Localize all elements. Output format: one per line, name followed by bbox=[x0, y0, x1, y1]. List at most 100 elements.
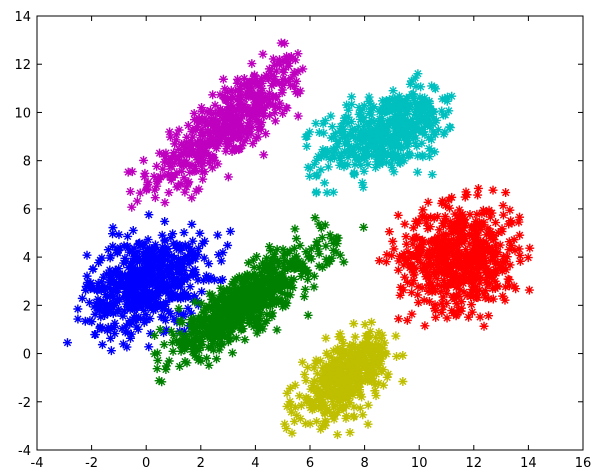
data-point bbox=[325, 154, 335, 164]
data-point bbox=[456, 274, 466, 284]
data-point bbox=[96, 298, 106, 308]
data-point bbox=[393, 150, 403, 160]
y-tick-label: -4 bbox=[18, 444, 31, 459]
data-point bbox=[167, 338, 177, 348]
data-point bbox=[343, 105, 353, 115]
data-point bbox=[416, 257, 426, 267]
data-point bbox=[473, 267, 483, 277]
data-point bbox=[321, 254, 331, 264]
data-point bbox=[201, 148, 211, 158]
data-point bbox=[224, 302, 234, 312]
data-point bbox=[481, 243, 491, 253]
data-point bbox=[350, 332, 360, 342]
data-point bbox=[420, 321, 430, 331]
data-point bbox=[423, 252, 433, 262]
data-point bbox=[90, 309, 100, 319]
data-point bbox=[124, 247, 134, 257]
data-point bbox=[266, 70, 276, 80]
data-point bbox=[394, 157, 404, 167]
data-point bbox=[278, 80, 288, 90]
data-point bbox=[272, 256, 282, 266]
data-point bbox=[174, 262, 184, 272]
data-point bbox=[345, 148, 355, 158]
data-point bbox=[248, 302, 258, 312]
data-point bbox=[257, 83, 267, 93]
data-point bbox=[228, 92, 238, 102]
data-point bbox=[464, 266, 474, 276]
data-point bbox=[403, 129, 413, 139]
data-point bbox=[303, 310, 313, 320]
data-point bbox=[128, 268, 138, 278]
data-point bbox=[327, 133, 337, 143]
data-point bbox=[326, 234, 336, 244]
data-point bbox=[341, 136, 351, 146]
data-point bbox=[417, 283, 427, 293]
data-point bbox=[214, 345, 224, 355]
data-point bbox=[194, 353, 204, 363]
data-point bbox=[417, 211, 427, 221]
data-point bbox=[493, 259, 503, 269]
x-tick-label: 12 bbox=[466, 456, 483, 471]
data-point bbox=[504, 237, 514, 247]
data-point bbox=[424, 96, 434, 106]
data-point bbox=[433, 125, 443, 135]
data-point bbox=[523, 253, 533, 263]
data-point bbox=[147, 278, 157, 288]
data-point bbox=[333, 370, 343, 380]
data-point bbox=[404, 131, 414, 141]
data-point bbox=[422, 262, 432, 272]
data-point bbox=[342, 100, 352, 110]
data-point bbox=[388, 140, 398, 150]
data-point bbox=[143, 267, 153, 277]
data-point bbox=[299, 292, 309, 302]
data-point bbox=[255, 281, 265, 291]
data-point bbox=[163, 288, 173, 298]
data-point bbox=[163, 250, 173, 260]
data-point bbox=[465, 239, 475, 249]
data-point bbox=[218, 114, 228, 124]
data-point bbox=[409, 263, 419, 273]
data-point bbox=[146, 329, 156, 339]
data-point bbox=[135, 188, 145, 198]
data-point bbox=[108, 223, 118, 233]
data-point bbox=[221, 110, 231, 120]
data-point bbox=[364, 96, 374, 106]
data-point bbox=[155, 270, 165, 280]
data-point bbox=[311, 395, 321, 405]
data-point bbox=[255, 295, 265, 305]
data-point bbox=[484, 280, 494, 290]
data-point bbox=[150, 244, 160, 254]
data-point bbox=[453, 305, 463, 315]
data-point bbox=[382, 250, 392, 260]
data-point bbox=[203, 117, 213, 127]
data-point bbox=[375, 359, 385, 369]
data-point bbox=[143, 179, 153, 189]
data-point bbox=[306, 254, 316, 264]
y-tick-label: 2 bbox=[23, 299, 31, 314]
data-point bbox=[501, 188, 511, 198]
data-point bbox=[230, 308, 240, 318]
data-point bbox=[206, 118, 216, 128]
data-point bbox=[143, 302, 153, 312]
data-point bbox=[407, 309, 417, 319]
data-point bbox=[448, 269, 458, 279]
data-point bbox=[205, 322, 215, 332]
data-point bbox=[88, 264, 98, 274]
data-point bbox=[485, 256, 495, 266]
data-point bbox=[278, 302, 288, 312]
data-point bbox=[320, 416, 330, 426]
data-point bbox=[436, 281, 446, 291]
data-point bbox=[204, 324, 214, 334]
data-point bbox=[388, 86, 398, 96]
data-point bbox=[166, 257, 176, 267]
data-point bbox=[203, 332, 213, 342]
data-point bbox=[169, 314, 179, 324]
data-point bbox=[262, 73, 272, 83]
data-point bbox=[190, 115, 200, 125]
data-point bbox=[304, 268, 314, 278]
data-point bbox=[193, 355, 203, 365]
data-point bbox=[328, 386, 338, 396]
data-point bbox=[427, 244, 437, 254]
data-point bbox=[490, 276, 500, 286]
data-point bbox=[454, 205, 464, 215]
